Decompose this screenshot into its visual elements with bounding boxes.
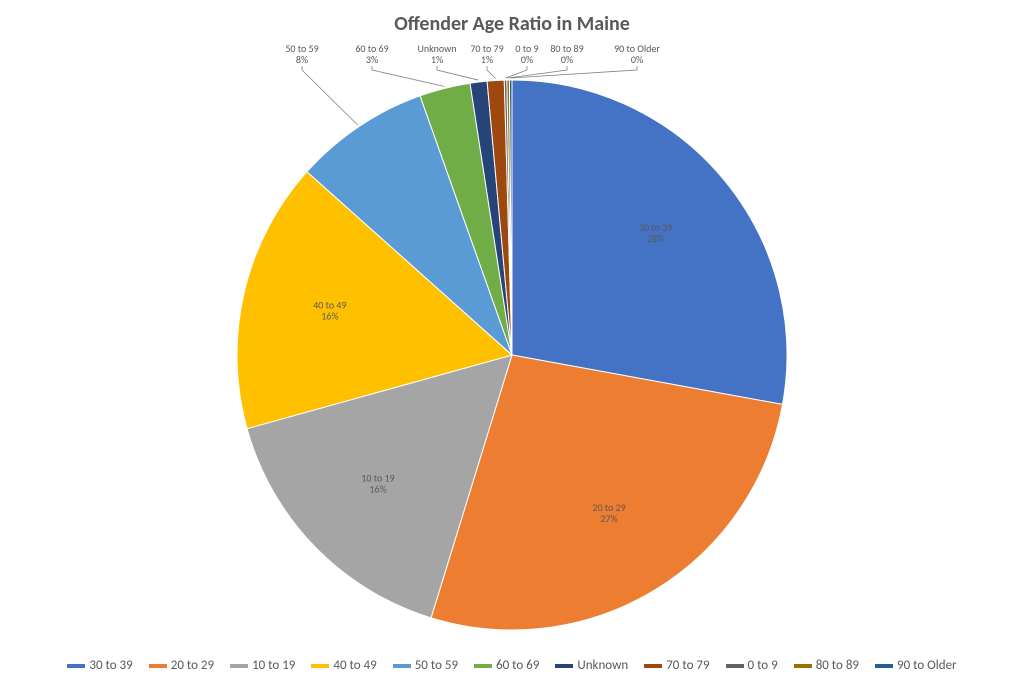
legend-item: 60 to 69 xyxy=(474,658,539,673)
legend-label: 90 to Older xyxy=(897,658,957,673)
legend-label: 30 to 39 xyxy=(89,658,132,673)
pie-chart-container: Offender Age Ratio in Maine 30 to 3928%2… xyxy=(0,0,1024,683)
legend-label: 70 to 79 xyxy=(666,658,709,673)
legend-item: 40 to 49 xyxy=(311,658,376,673)
slice-label: 60 to 693% xyxy=(355,42,388,66)
legend-label: 10 to 19 xyxy=(252,658,295,673)
slice-label: 0 to 90% xyxy=(515,42,538,66)
slice-label: Unknown1% xyxy=(417,42,456,66)
legend-label: 0 to 9 xyxy=(748,658,778,673)
pie-chart-svg: 30 to 3928%20 to 2927%10 to 1916%40 to 4… xyxy=(0,0,1024,683)
legend-swatch xyxy=(149,664,167,668)
legend-item: 0 to 9 xyxy=(726,658,778,673)
legend-label: 60 to 69 xyxy=(496,658,539,673)
leader-line xyxy=(437,66,478,80)
legend-item: 90 to Older xyxy=(875,658,957,673)
legend-item: 50 to 59 xyxy=(393,658,458,673)
slice-label: 70 to 791% xyxy=(470,42,503,66)
leader-line xyxy=(511,66,637,78)
legend-item: 80 to 89 xyxy=(794,658,859,673)
legend-item: 10 to 19 xyxy=(230,658,295,673)
legend-swatch xyxy=(644,664,662,668)
legend-item: 20 to 29 xyxy=(149,658,214,673)
legend-label: 80 to 89 xyxy=(816,658,859,673)
legend-swatch xyxy=(875,664,893,668)
legend-swatch xyxy=(393,664,411,668)
slice-label: 50 to 598% xyxy=(285,42,318,66)
legend-label: 40 to 49 xyxy=(333,658,376,673)
legend-swatch xyxy=(474,664,492,668)
legend-label: 20 to 29 xyxy=(171,658,214,673)
legend-swatch xyxy=(794,664,812,668)
legend-item: 30 to 39 xyxy=(67,658,132,673)
slice-label: 80 to 890% xyxy=(550,42,583,66)
legend-swatch xyxy=(311,664,329,668)
leader-line xyxy=(302,66,358,125)
chart-legend: 30 to 39 20 to 29 10 to 19 40 to 49 50 to 59… xyxy=(0,657,1024,674)
leader-line xyxy=(487,66,496,78)
legend-swatch xyxy=(67,664,85,668)
slice-label: 90 to Older0% xyxy=(614,42,660,66)
legend-label: 50 to 59 xyxy=(415,658,458,673)
leader-line xyxy=(372,66,444,86)
legend-item: Unknown xyxy=(555,658,628,673)
legend-label: Unknown xyxy=(577,658,628,673)
legend-swatch xyxy=(555,664,573,668)
legend-swatch xyxy=(230,664,248,668)
legend-item: 70 to 79 xyxy=(644,658,709,673)
legend-swatch xyxy=(726,664,744,668)
